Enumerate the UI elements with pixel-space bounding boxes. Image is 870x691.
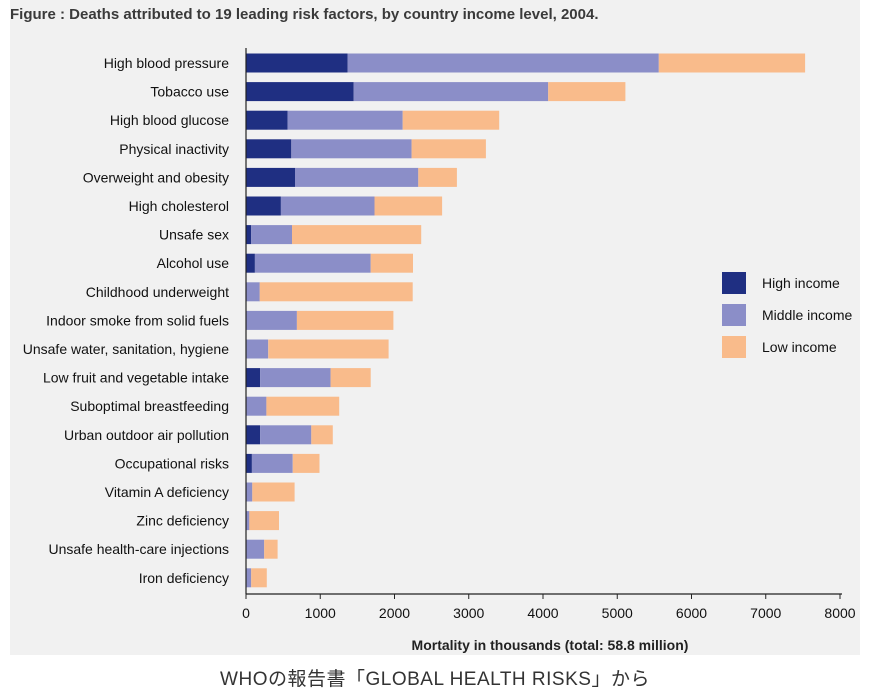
bar-segment-high (246, 196, 281, 216)
category-label: Alcohol use (157, 255, 230, 271)
category-label: Physical inactivity (119, 141, 229, 157)
bar-segment-low (292, 225, 422, 245)
bar-segment-low (330, 368, 371, 388)
category-label: High cholesterol (129, 198, 229, 214)
category-labels: High blood pressure Tobacco use High blood… (23, 55, 229, 586)
bar-segment-middle (246, 511, 250, 531)
x-axis-ticks: 0 1000 2000 3000 4000 5000 6000 7000 8000 (242, 594, 856, 621)
bar-segment-low (296, 310, 394, 330)
category-label: Urban outdoor air pollution (64, 427, 229, 443)
category-label: Overweight and obesity (83, 169, 229, 185)
bars-group (246, 53, 806, 588)
category-label: Indoor smoke from solid fuels (46, 312, 229, 328)
bar-segment-low (548, 82, 626, 102)
category-label: Tobacco use (150, 84, 229, 100)
bar-segment-middle (280, 196, 375, 216)
stacked-bar-chart: High blood pressure Tobacco use High blood… (23, 48, 856, 653)
legend-label-high: High income (762, 275, 840, 291)
figure-title: Figure : Deaths attributed to 19 leading… (10, 6, 599, 23)
bar-segment-low (251, 568, 267, 588)
bar-segment-middle (246, 339, 269, 359)
category-label: Unsafe health-care injections (48, 541, 229, 557)
bar-segment-low (259, 282, 413, 302)
bar-segment-middle (251, 453, 293, 473)
category-label: High blood pressure (104, 55, 230, 71)
x-tick-label: 1000 (305, 605, 336, 621)
bar-segment-middle (246, 482, 253, 502)
bar-segment-low (292, 453, 320, 473)
bar-segment-high (246, 453, 252, 473)
x-tick-label: 7000 (750, 605, 781, 621)
category-label: High blood glucose (110, 112, 229, 128)
bar-segment-middle (254, 253, 371, 273)
bar-segment-low (658, 53, 806, 73)
category-label: Occupational risks (115, 455, 229, 471)
bar-segment-middle (260, 368, 331, 388)
bar-segment-middle (246, 539, 265, 559)
bar-segment-low (418, 167, 457, 187)
bar-segment-high (246, 53, 348, 73)
legend: High income Middle income Low income (722, 272, 852, 358)
bar-segment-low (402, 110, 500, 130)
bar-segment-low (252, 482, 295, 502)
category-label: Zinc deficiency (136, 513, 229, 529)
legend-swatch-low (722, 336, 746, 358)
x-tick-label: 6000 (676, 605, 707, 621)
bar-segment-low (266, 396, 340, 416)
bar-segment-high (246, 139, 292, 159)
axes (245, 48, 842, 595)
source-caption: WHOの報告書「GLOBAL HEALTH RISKS」から (220, 669, 650, 690)
category-label: Vitamin A deficiency (105, 484, 229, 500)
legend-label-middle: Middle income (762, 307, 852, 323)
figure-panel (10, 0, 860, 655)
category-label: Childhood underweight (86, 284, 229, 300)
legend-swatch-high (722, 272, 746, 294)
bar-segment-high (246, 110, 288, 130)
bar-segment-low (268, 339, 389, 359)
category-label: Unsafe water, sanitation, hygiene (23, 341, 229, 357)
bar-segment-middle (287, 110, 403, 130)
bar-segment-high (246, 167, 295, 187)
bar-segment-middle (251, 225, 292, 245)
x-tick-label: 5000 (602, 605, 633, 621)
bar-segment-low (264, 539, 278, 559)
bar-segment-high (246, 425, 261, 445)
bar-segment-high (246, 82, 354, 102)
bar-segment-middle (260, 425, 312, 445)
x-tick-label: 2000 (379, 605, 410, 621)
x-axis-label: Mortality in thousands (total: 58.8 mill… (412, 637, 689, 653)
x-tick-label: 4000 (527, 605, 558, 621)
bar-segment-high (246, 225, 252, 245)
bar-segment-middle (246, 282, 260, 302)
bar-segment-middle (246, 396, 267, 416)
legend-swatch-middle (722, 304, 746, 326)
bar-segment-middle (353, 82, 549, 102)
bar-segment-high (246, 368, 261, 388)
legend-label-low: Low income (762, 339, 837, 355)
bar-segment-middle (246, 568, 252, 588)
bar-segment-low (249, 511, 279, 531)
category-label: Unsafe sex (159, 227, 229, 243)
bar-segment-low (374, 196, 443, 216)
bar-segment-middle (347, 53, 659, 73)
category-label: Low fruit and vegetable intake (43, 370, 229, 386)
bar-segment-low (311, 425, 333, 445)
x-tick-label: 8000 (824, 605, 855, 621)
bar-segment-low (411, 139, 486, 159)
bar-segment-low (370, 253, 413, 273)
category-label: Suboptimal breastfeeding (70, 398, 229, 414)
bar-segment-middle (295, 167, 419, 187)
x-tick-label: 0 (242, 605, 250, 621)
category-label: Iron deficiency (139, 570, 229, 586)
bar-segment-high (246, 253, 255, 273)
bar-segment-middle (291, 139, 412, 159)
x-tick-label: 3000 (453, 605, 484, 621)
bar-segment-middle (246, 310, 297, 330)
